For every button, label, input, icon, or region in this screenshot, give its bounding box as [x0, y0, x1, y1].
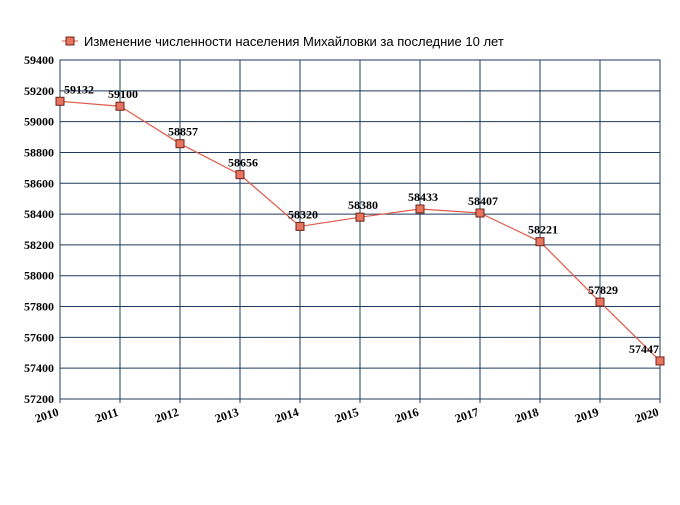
data-point-marker: [235, 170, 245, 180]
data-label: 58857: [168, 125, 198, 139]
x-tick-label: 2016: [393, 405, 420, 426]
data-label: 58221: [528, 223, 558, 237]
y-tick-label: 58200: [24, 238, 54, 252]
legend: Изменение численности населения Михайлов…: [62, 34, 504, 49]
y-tick-label: 58000: [24, 269, 54, 283]
data-point-marker: [475, 208, 485, 218]
x-tick-label: 2013: [213, 405, 240, 426]
x-tick-label: 2012: [153, 405, 180, 426]
y-tick-label: 59000: [24, 115, 54, 129]
y-tick-label: 59400: [24, 53, 54, 67]
y-tick-label: 57400: [24, 361, 54, 375]
x-tick-label: 2017: [453, 405, 480, 426]
y-tick-label: 58600: [24, 176, 54, 190]
data-label: 59132: [64, 82, 94, 96]
grid: [59, 59, 661, 400]
data-point-marker: [55, 96, 65, 106]
data-label: 58433: [408, 190, 438, 204]
y-tick-label: 58800: [24, 145, 54, 159]
data-point-marker: [415, 204, 425, 214]
y-tick-label: 58400: [24, 207, 54, 221]
data-point-marker: [115, 101, 125, 111]
data-point-marker: [295, 221, 305, 231]
x-tick-label: 2011: [94, 405, 121, 426]
data-point-marker: [535, 237, 545, 247]
data-point-marker: [175, 139, 185, 149]
x-tick-label: 2014: [273, 405, 300, 426]
x-tick-label: 2019: [573, 405, 600, 426]
y-tick-label: 57200: [24, 392, 54, 406]
legend-label: Изменение численности населения Михайлов…: [84, 34, 504, 49]
y-tick-label: 57800: [24, 300, 54, 314]
data-point-marker: [595, 297, 605, 307]
y-tick-label: 59200: [24, 84, 54, 98]
x-tick-label: 2015: [333, 405, 360, 426]
x-tick-label: 2020: [633, 405, 660, 426]
x-tick-label: 2010: [33, 405, 60, 426]
legend-marker: [65, 36, 75, 46]
data-label: 57447: [629, 342, 659, 356]
x-tick-label: 2018: [513, 405, 540, 426]
data-label: 57829: [588, 283, 618, 297]
y-tick-label: 57600: [24, 330, 54, 344]
data-label: 58407: [468, 194, 498, 208]
data-label: 58656: [228, 156, 258, 170]
data-point-marker: [355, 212, 365, 222]
data-label: 58380: [348, 198, 378, 212]
data-label: 58320: [288, 207, 318, 221]
data-point-marker: [655, 356, 665, 366]
series: 59132 59100 58857 58656 58320 58380 58433 58407…: [55, 82, 665, 366]
data-label: 59100: [108, 87, 138, 101]
